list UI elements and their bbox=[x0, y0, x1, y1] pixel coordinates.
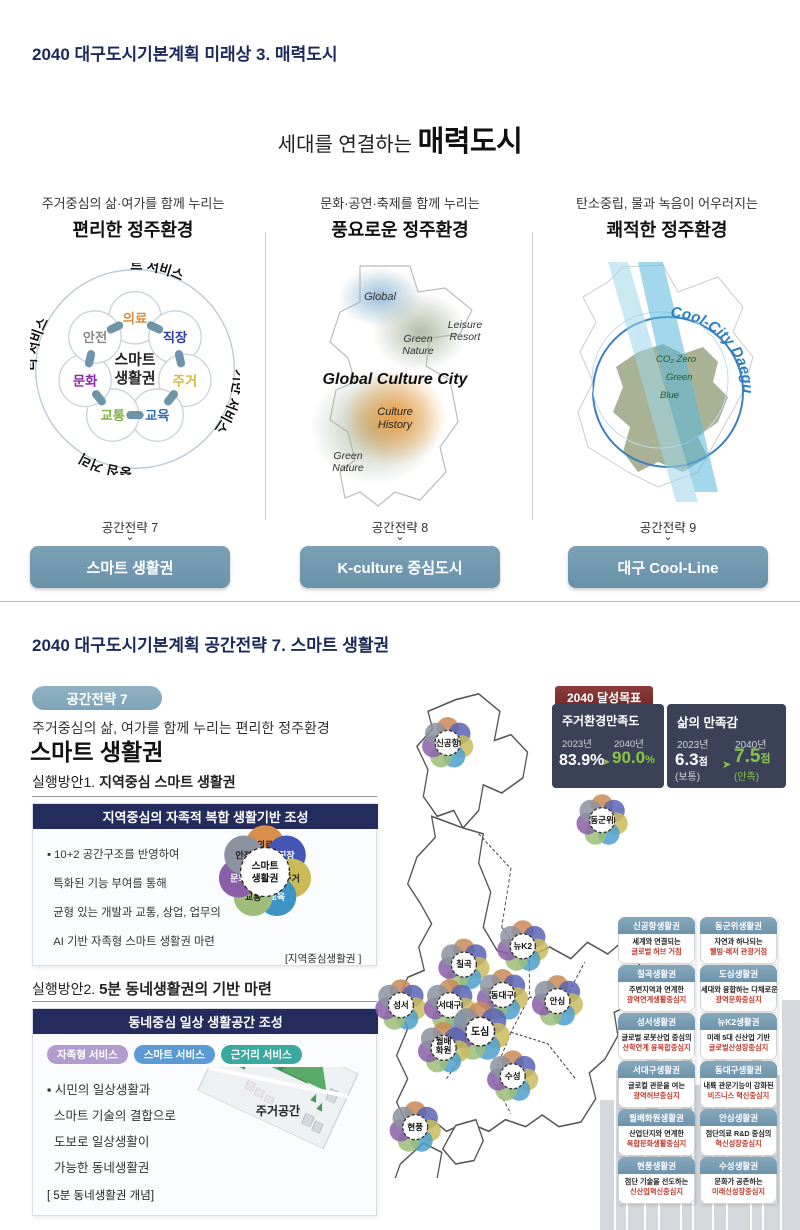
svg-text:문화: 문화 bbox=[73, 373, 98, 388]
svg-text:생활권: 생활권 bbox=[252, 871, 279, 884]
svg-text:Blue: Blue bbox=[660, 390, 679, 401]
svg-text:Nature: Nature bbox=[332, 462, 364, 474]
svg-text:스마트: 스마트 bbox=[115, 351, 156, 368]
svg-text:주거: 주거 bbox=[173, 373, 197, 388]
svg-text:History: History bbox=[378, 419, 414, 431]
svg-text:안전: 안전 bbox=[83, 329, 107, 345]
svg-text:직장: 직장 bbox=[163, 329, 188, 345]
svg-text:교육: 교육 bbox=[145, 408, 169, 423]
svg-text:Resort: Resort bbox=[450, 331, 482, 343]
svg-text:Green: Green bbox=[666, 372, 692, 383]
svg-text:Leisure: Leisure bbox=[448, 319, 483, 331]
svg-text:교통: 교통 bbox=[101, 408, 125, 423]
svg-text:Culture: Culture bbox=[377, 406, 412, 418]
svg-text:Global: Global bbox=[364, 291, 396, 303]
svg-text:Green: Green bbox=[403, 333, 432, 345]
svg-text:주거공간: 주거공간 bbox=[256, 1103, 300, 1118]
svg-text:생활권: 생활권 bbox=[115, 369, 156, 387]
svg-text:Global Culture City: Global Culture City bbox=[323, 371, 469, 388]
svg-text:Nature: Nature bbox=[402, 345, 434, 357]
svg-text:의료: 의료 bbox=[123, 310, 147, 326]
svg-text:CO₂ Zero: CO₂ Zero bbox=[656, 354, 696, 365]
svg-text:Green: Green bbox=[333, 450, 362, 462]
svg-text:스마트: 스마트 bbox=[252, 859, 279, 872]
